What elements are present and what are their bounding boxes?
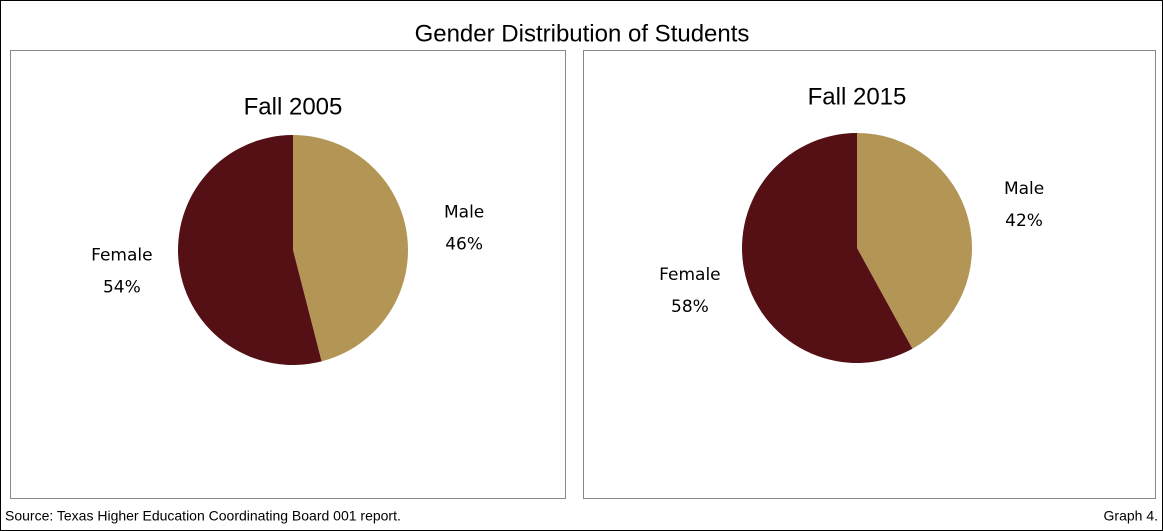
slice-name: Male — [444, 202, 484, 222]
source-note: Source: Texas Higher Education Coordinat… — [5, 508, 401, 524]
pie-slice — [857, 133, 972, 349]
chart-title: Gender Distribution of Students — [415, 20, 750, 47]
slice-value: 42% — [1005, 211, 1043, 231]
pie-title: Fall 2015 — [808, 83, 907, 110]
slice-name: Female — [659, 265, 720, 285]
slice-value: 54% — [103, 278, 141, 298]
pie-slice — [293, 135, 408, 362]
pie-slice — [741, 133, 913, 363]
slice-value: 58% — [671, 297, 709, 317]
pie-title: Fall 2005 — [244, 93, 343, 120]
slice-value: 46% — [445, 234, 483, 254]
slice-name: Female — [91, 246, 152, 266]
pie-slice — [177, 135, 322, 365]
graph-label: Graph 4. — [1104, 508, 1158, 524]
slice-name: Male — [1004, 179, 1044, 199]
